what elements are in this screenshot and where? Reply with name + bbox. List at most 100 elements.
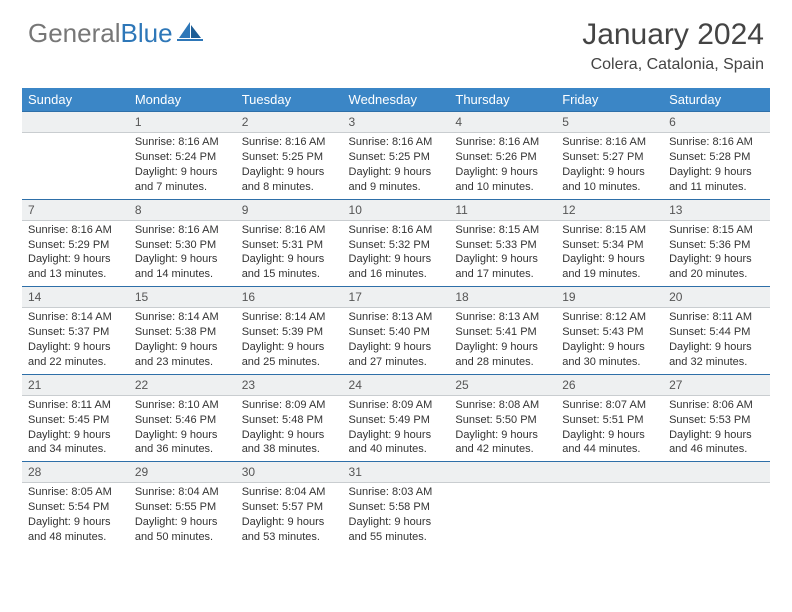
sunset-line: Sunset: 5:29 PM	[28, 238, 123, 253]
day-content: Sunrise: 8:16 AMSunset: 5:29 PMDaylight:…	[22, 221, 129, 286]
day-number-bar: 3	[343, 111, 450, 133]
daylight-line: Daylight: 9 hours and 50 minutes.	[135, 515, 230, 545]
calendar-day-cell: 27Sunrise: 8:06 AMSunset: 5:53 PMDayligh…	[663, 374, 770, 462]
daylight-line: Daylight: 9 hours and 55 minutes.	[349, 515, 444, 545]
daylight-line: Daylight: 9 hours and 14 minutes.	[135, 252, 230, 282]
sunset-line: Sunset: 5:31 PM	[242, 238, 337, 253]
day-of-week-header: Sunday	[22, 88, 129, 111]
sunset-line: Sunset: 5:44 PM	[669, 325, 764, 340]
sunrise-line: Sunrise: 8:16 AM	[135, 135, 230, 150]
logo-text-gray: General	[28, 18, 121, 48]
sunset-line: Sunset: 5:34 PM	[562, 238, 657, 253]
day-content: Sunrise: 8:09 AMSunset: 5:48 PMDaylight:…	[236, 396, 343, 461]
sunrise-line: Sunrise: 8:05 AM	[28, 485, 123, 500]
day-content: Sunrise: 8:13 AMSunset: 5:41 PMDaylight:…	[449, 308, 556, 373]
day-number-bar: 8	[129, 199, 236, 221]
header: GeneralBlue January 2024 Colera, Catalon…	[0, 0, 792, 82]
daylight-line: Daylight: 9 hours and 11 minutes.	[669, 165, 764, 195]
sunset-line: Sunset: 5:26 PM	[455, 150, 550, 165]
daylight-line: Daylight: 9 hours and 9 minutes.	[349, 165, 444, 195]
daylight-line: Daylight: 9 hours and 20 minutes.	[669, 252, 764, 282]
day-content: Sunrise: 8:14 AMSunset: 5:37 PMDaylight:…	[22, 308, 129, 373]
calendar-week-row: 28Sunrise: 8:05 AMSunset: 5:54 PMDayligh…	[22, 461, 770, 549]
day-number-bar: 27	[663, 374, 770, 396]
day-content: Sunrise: 8:04 AMSunset: 5:55 PMDaylight:…	[129, 483, 236, 548]
sunset-line: Sunset: 5:54 PM	[28, 500, 123, 515]
sunrise-line: Sunrise: 8:14 AM	[28, 310, 123, 325]
day-number-bar: 20	[663, 286, 770, 308]
sunrise-line: Sunrise: 8:04 AM	[242, 485, 337, 500]
daylight-line: Daylight: 9 hours and 10 minutes.	[455, 165, 550, 195]
daylight-line: Daylight: 9 hours and 48 minutes.	[28, 515, 123, 545]
day-of-week-header: Monday	[129, 88, 236, 111]
sunrise-line: Sunrise: 8:14 AM	[242, 310, 337, 325]
sunrise-line: Sunrise: 8:04 AM	[135, 485, 230, 500]
day-content: Sunrise: 8:07 AMSunset: 5:51 PMDaylight:…	[556, 396, 663, 461]
day-number-bar: 17	[343, 286, 450, 308]
day-content: Sunrise: 8:08 AMSunset: 5:50 PMDaylight:…	[449, 396, 556, 461]
day-number-bar: 13	[663, 199, 770, 221]
day-content: Sunrise: 8:15 AMSunset: 5:34 PMDaylight:…	[556, 221, 663, 286]
sunrise-line: Sunrise: 8:09 AM	[349, 398, 444, 413]
calendar-day-cell: 29Sunrise: 8:04 AMSunset: 5:55 PMDayligh…	[129, 461, 236, 549]
sunset-line: Sunset: 5:37 PM	[28, 325, 123, 340]
calendar-day-cell: 23Sunrise: 8:09 AMSunset: 5:48 PMDayligh…	[236, 374, 343, 462]
day-number-bar: 25	[449, 374, 556, 396]
daylight-line: Daylight: 9 hours and 19 minutes.	[562, 252, 657, 282]
day-content: Sunrise: 8:11 AMSunset: 5:45 PMDaylight:…	[22, 396, 129, 461]
calendar-day-cell: 20Sunrise: 8:11 AMSunset: 5:44 PMDayligh…	[663, 286, 770, 374]
day-number-bar: 10	[343, 199, 450, 221]
daylight-line: Daylight: 9 hours and 8 minutes.	[242, 165, 337, 195]
calendar-day-cell: .	[556, 461, 663, 549]
sunset-line: Sunset: 5:40 PM	[349, 325, 444, 340]
title-block: January 2024 Colera, Catalonia, Spain	[582, 18, 764, 74]
day-content: Sunrise: 8:11 AMSunset: 5:44 PMDaylight:…	[663, 308, 770, 373]
day-content: Sunrise: 8:14 AMSunset: 5:39 PMDaylight:…	[236, 308, 343, 373]
sunset-line: Sunset: 5:28 PM	[669, 150, 764, 165]
sunrise-line: Sunrise: 8:16 AM	[349, 223, 444, 238]
calendar-day-cell: 31Sunrise: 8:03 AMSunset: 5:58 PMDayligh…	[343, 461, 450, 549]
calendar-day-cell: 22Sunrise: 8:10 AMSunset: 5:46 PMDayligh…	[129, 374, 236, 462]
sunrise-line: Sunrise: 8:16 AM	[28, 223, 123, 238]
calendar-day-cell: 11Sunrise: 8:15 AMSunset: 5:33 PMDayligh…	[449, 199, 556, 287]
day-content: Sunrise: 8:16 AMSunset: 5:27 PMDaylight:…	[556, 133, 663, 198]
daylight-line: Daylight: 9 hours and 22 minutes.	[28, 340, 123, 370]
day-number-bar: 7	[22, 199, 129, 221]
sunrise-line: Sunrise: 8:15 AM	[455, 223, 550, 238]
sunrise-line: Sunrise: 8:12 AM	[562, 310, 657, 325]
daylight-line: Daylight: 9 hours and 40 minutes.	[349, 428, 444, 458]
sunset-line: Sunset: 5:27 PM	[562, 150, 657, 165]
sunrise-line: Sunrise: 8:16 AM	[349, 135, 444, 150]
calendar-day-cell: 21Sunrise: 8:11 AMSunset: 5:45 PMDayligh…	[22, 374, 129, 462]
day-number-bar: 21	[22, 374, 129, 396]
day-of-week-header: Saturday	[663, 88, 770, 111]
day-content: Sunrise: 8:04 AMSunset: 5:57 PMDaylight:…	[236, 483, 343, 548]
calendar-day-cell: 17Sunrise: 8:13 AMSunset: 5:40 PMDayligh…	[343, 286, 450, 374]
day-content: Sunrise: 8:03 AMSunset: 5:58 PMDaylight:…	[343, 483, 450, 548]
calendar-day-cell: 26Sunrise: 8:07 AMSunset: 5:51 PMDayligh…	[556, 374, 663, 462]
sunrise-line: Sunrise: 8:09 AM	[242, 398, 337, 413]
sunset-line: Sunset: 5:45 PM	[28, 413, 123, 428]
day-number-bar: 2	[236, 111, 343, 133]
daylight-line: Daylight: 9 hours and 27 minutes.	[349, 340, 444, 370]
sunset-line: Sunset: 5:32 PM	[349, 238, 444, 253]
daylight-line: Daylight: 9 hours and 16 minutes.	[349, 252, 444, 282]
day-number-bar: 26	[556, 374, 663, 396]
daylight-line: Daylight: 9 hours and 10 minutes.	[562, 165, 657, 195]
calendar-day-cell: .	[449, 461, 556, 549]
sunrise-line: Sunrise: 8:16 AM	[562, 135, 657, 150]
day-number-bar: 19	[556, 286, 663, 308]
sunset-line: Sunset: 5:24 PM	[135, 150, 230, 165]
day-content: Sunrise: 8:13 AMSunset: 5:40 PMDaylight:…	[343, 308, 450, 373]
calendar-week-row: 21Sunrise: 8:11 AMSunset: 5:45 PMDayligh…	[22, 374, 770, 462]
sunrise-line: Sunrise: 8:16 AM	[455, 135, 550, 150]
day-content: Sunrise: 8:16 AMSunset: 5:25 PMDaylight:…	[343, 133, 450, 198]
calendar-day-cell: 4Sunrise: 8:16 AMSunset: 5:26 PMDaylight…	[449, 111, 556, 199]
day-content: Sunrise: 8:16 AMSunset: 5:25 PMDaylight:…	[236, 133, 343, 198]
sunset-line: Sunset: 5:43 PM	[562, 325, 657, 340]
daylight-line: Daylight: 9 hours and 23 minutes.	[135, 340, 230, 370]
day-content: Sunrise: 8:10 AMSunset: 5:46 PMDaylight:…	[129, 396, 236, 461]
calendar-day-cell: 9Sunrise: 8:16 AMSunset: 5:31 PMDaylight…	[236, 199, 343, 287]
day-content: Sunrise: 8:06 AMSunset: 5:53 PMDaylight:…	[663, 396, 770, 461]
day-number-bar: 28	[22, 461, 129, 483]
